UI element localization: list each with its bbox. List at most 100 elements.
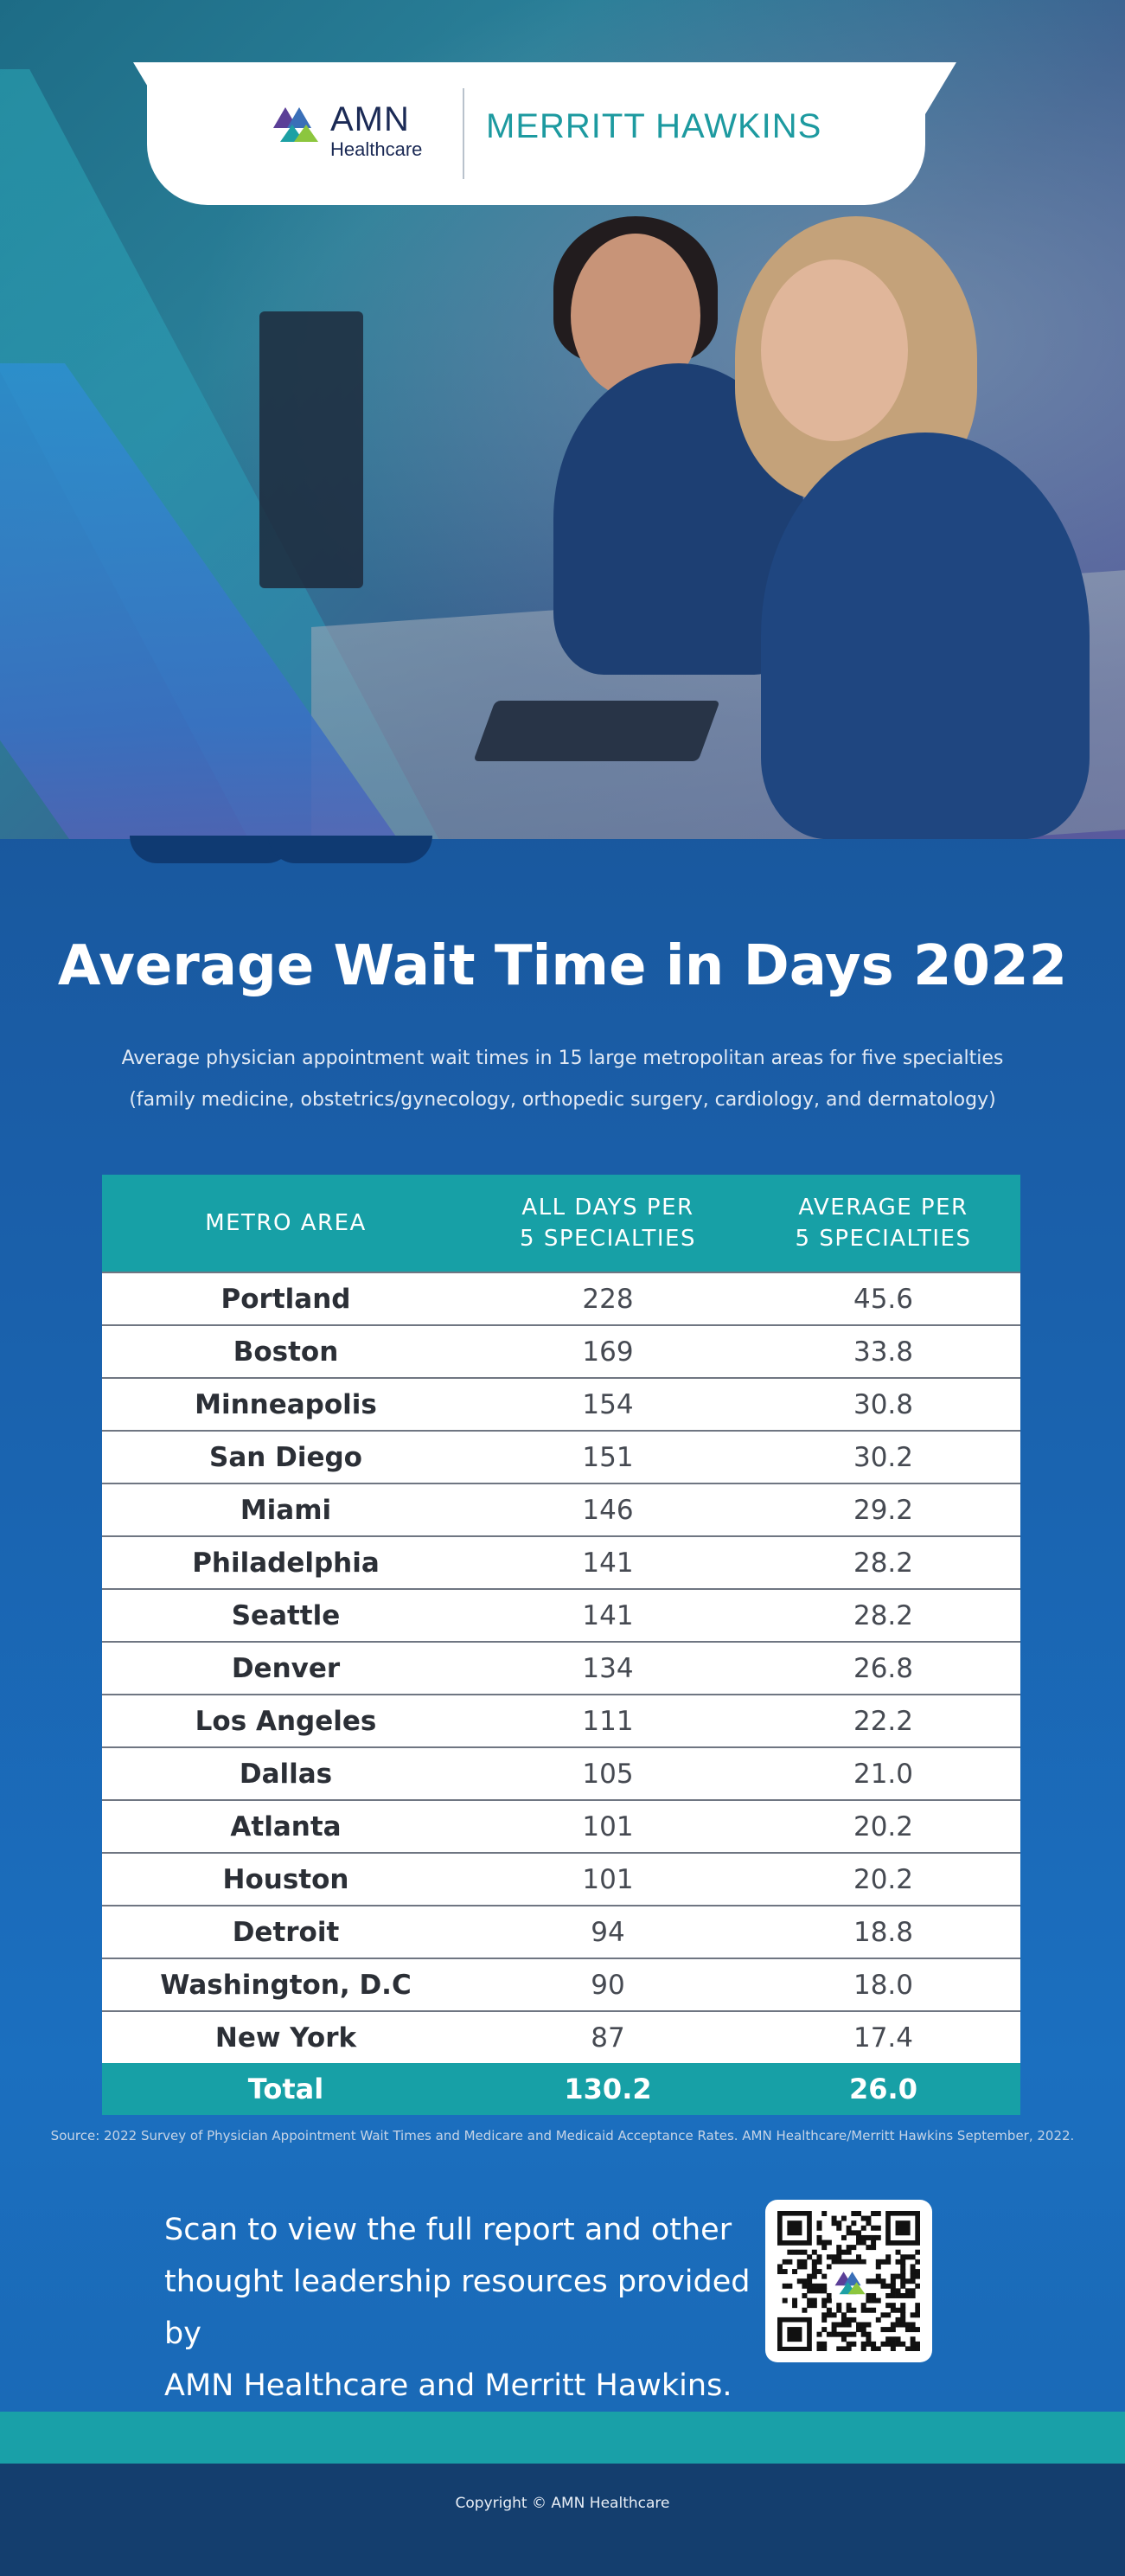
qr-module <box>831 2254 837 2260</box>
qr-module <box>841 2249 847 2255</box>
qr-logo-shape <box>847 2282 866 2295</box>
qr-module <box>816 2225 822 2231</box>
person-seated <box>761 433 1090 839</box>
metro-cell: Minneapolis <box>102 1377 470 1431</box>
qr-module <box>890 2303 896 2309</box>
qr-module <box>871 2297 877 2304</box>
all-days-cell: 154 <box>470 1377 746 1431</box>
qr-module <box>875 2211 881 2216</box>
qr-module <box>900 2322 906 2328</box>
qr-module <box>904 2288 911 2294</box>
all-days-cell: 228 <box>470 1272 746 1325</box>
qr-module <box>904 2278 911 2284</box>
scan-line: AMN Healthcare and Merritt Hawkins. <box>164 2368 732 2403</box>
qr-module <box>816 2220 822 2227</box>
qr-module <box>777 2269 783 2275</box>
qr-module <box>821 2245 828 2251</box>
all-days-cell: 105 <box>470 1746 746 1800</box>
qr-module <box>880 2312 886 2318</box>
qr-module <box>910 2288 916 2294</box>
qr-module <box>787 2259 793 2265</box>
qr-module <box>890 2288 896 2294</box>
qr-module <box>802 2283 808 2289</box>
qr-module <box>860 2346 866 2351</box>
qr-module <box>860 2234 866 2240</box>
hero-foot-tab <box>130 836 294 863</box>
metro-cell: New York <box>102 2010 470 2063</box>
average-cell: 18.8 <box>746 1905 1020 1958</box>
qr-module <box>910 2341 916 2347</box>
amn-subtitle: Healthcare <box>330 138 423 160</box>
metro-cell: Atlanta <box>102 1799 470 1853</box>
qr-module <box>846 2307 852 2313</box>
qr-module <box>846 2331 852 2337</box>
metro-cell: Denver <box>102 1641 470 1695</box>
qr-module <box>851 2307 857 2313</box>
amn-logo-icon <box>273 107 318 142</box>
qr-module <box>895 2316 901 2323</box>
qr-module <box>807 2283 813 2289</box>
qr-module <box>915 2273 920 2279</box>
page-subtitle: Average physician appointment wait times… <box>86 1038 1039 1121</box>
average-cell: 18.0 <box>746 1958 1020 2011</box>
table-row: Seattle 141 28.2 <box>102 1588 1020 1642</box>
qr-module <box>904 2254 911 2260</box>
qr-module <box>871 2278 877 2284</box>
qr-module <box>900 2278 906 2284</box>
copyright-text: Copyright © AMN Healthcare <box>455 2495 670 2512</box>
qr-module <box>910 2292 916 2298</box>
qr-module <box>807 2273 813 2279</box>
qr-module <box>782 2269 788 2275</box>
table-row: Denver 134 26.8 <box>102 1641 1020 1695</box>
qr-module <box>890 2278 896 2284</box>
qr-module <box>895 2259 901 2265</box>
qr-module <box>875 2234 881 2240</box>
qr-module <box>900 2283 906 2289</box>
qr-module <box>860 2303 866 2309</box>
qr-module <box>890 2346 896 2351</box>
qr-module <box>895 2307 901 2313</box>
average-cell: 28.2 <box>746 1535 1020 1589</box>
qr-module <box>900 2264 906 2270</box>
qr-module <box>860 2322 866 2328</box>
footer-band <box>0 2412 1125 2464</box>
qr-module <box>890 2292 896 2298</box>
qr-code[interactable] <box>765 2200 932 2362</box>
average-cell: 28.2 <box>746 1588 1020 1642</box>
qr-module <box>866 2331 872 2337</box>
qr-module <box>826 2292 832 2298</box>
qr-module <box>811 2259 817 2265</box>
qr-module <box>851 2331 857 2337</box>
qr-module <box>796 2249 802 2255</box>
qr-module <box>860 2331 866 2337</box>
qr-module <box>885 2303 892 2309</box>
qr-module <box>871 2346 877 2351</box>
header-line: 5 SPECIALTIES <box>795 1226 972 1252</box>
qr-module <box>915 2346 920 2351</box>
qr-module <box>846 2346 852 2351</box>
qr-module <box>880 2259 886 2265</box>
qr-module <box>900 2307 906 2313</box>
qr-module <box>846 2316 852 2323</box>
qr-module <box>871 2245 877 2251</box>
data-table: METRO AREA ALL DAYS PER 5 SPECIALTIES AV… <box>102 1175 1020 2115</box>
qr-module <box>807 2297 813 2304</box>
qr-module <box>895 2292 901 2298</box>
qr-module <box>900 2341 906 2347</box>
qr-module <box>816 2341 822 2347</box>
qr-module <box>890 2283 896 2289</box>
qr-module <box>792 2303 798 2309</box>
table-row: Portland 228 45.6 <box>102 1272 1020 1325</box>
qr-module <box>782 2259 788 2265</box>
table-row: Miami 146 29.2 <box>102 1483 1020 1536</box>
table-row: Detroit 94 18.8 <box>102 1905 1020 1958</box>
qr-module <box>915 2307 920 2313</box>
qr-module <box>846 2249 852 2255</box>
qr-module <box>821 2283 828 2289</box>
qr-module <box>802 2259 808 2265</box>
total-all-days: 130.2 <box>470 2063 746 2115</box>
qr-module <box>841 2322 847 2328</box>
average-cell: 33.8 <box>746 1324 1020 1378</box>
qr-module <box>787 2327 802 2342</box>
qr-module <box>851 2316 857 2323</box>
